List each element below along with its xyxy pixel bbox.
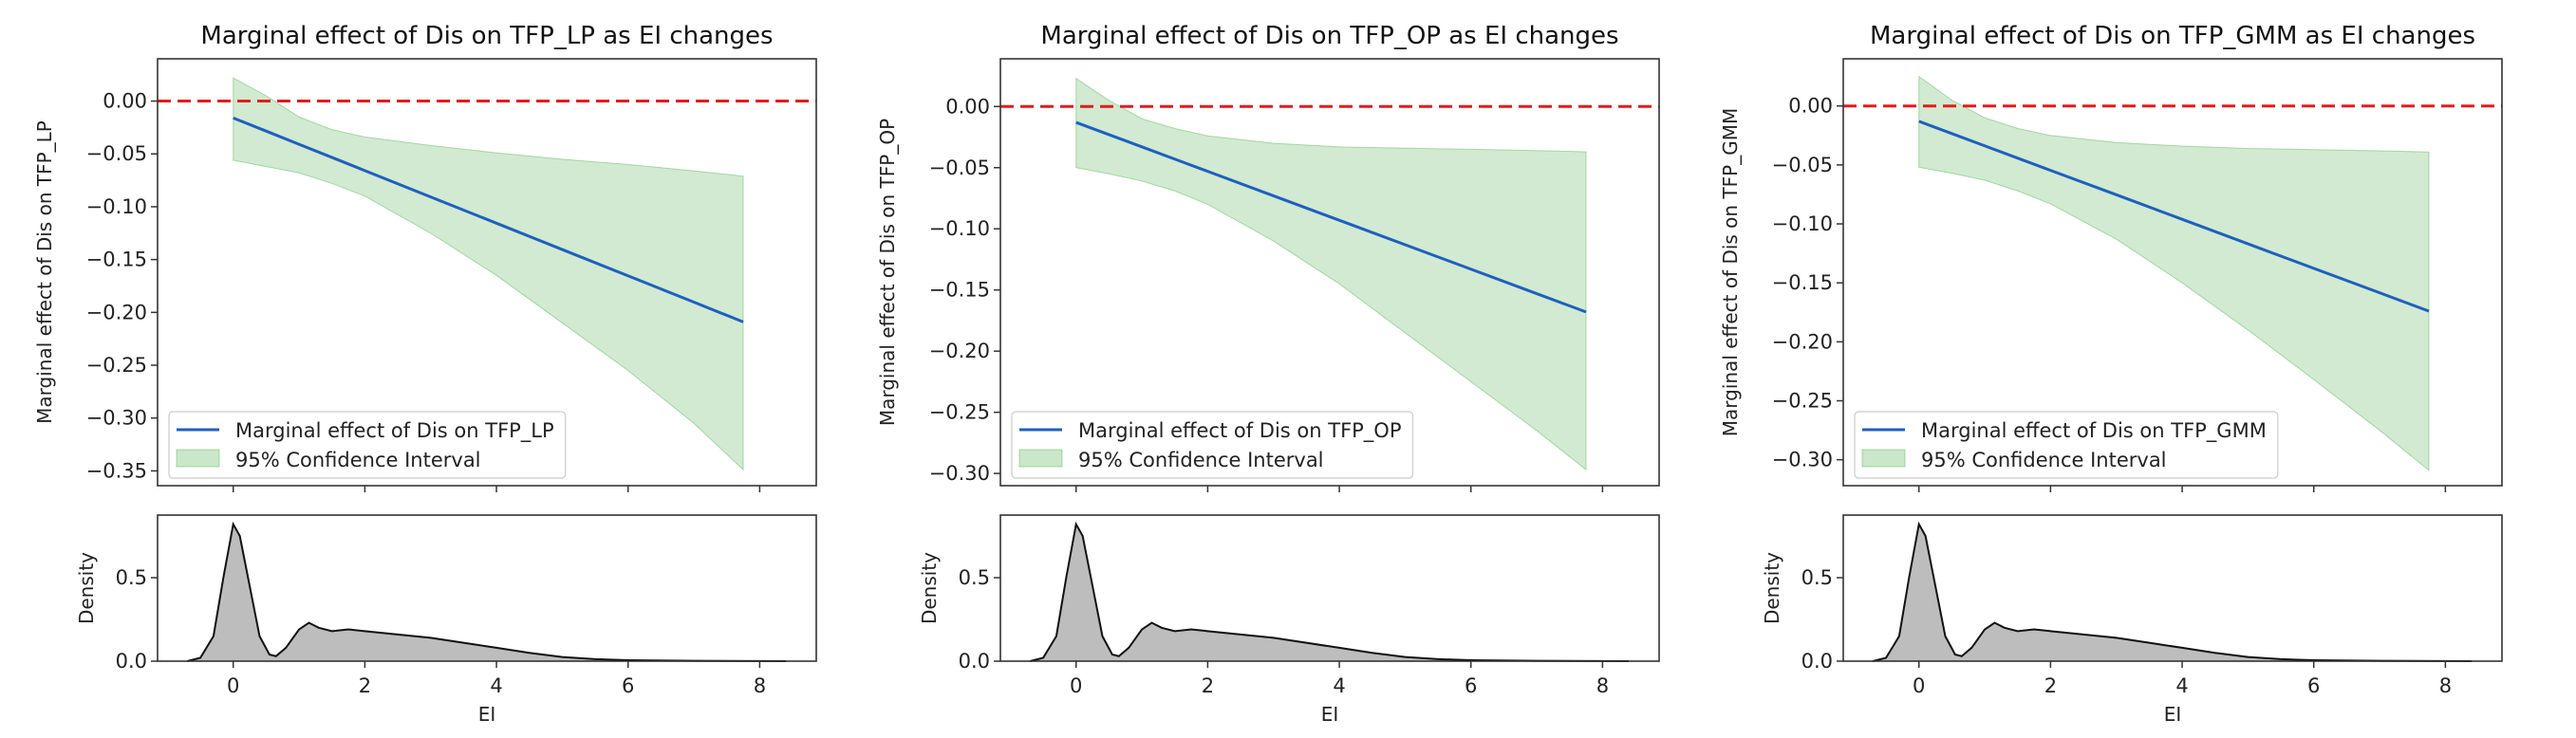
- y-tick-label: −0.20: [929, 340, 990, 362]
- y-tick-label: −0.10: [929, 217, 990, 240]
- x-tick-label: 2: [1202, 674, 1214, 697]
- top-axes-frame: [157, 58, 817, 487]
- density-area: [1030, 524, 1630, 661]
- density-y-tick-label: 0.5: [1801, 566, 1833, 589]
- density-curve: [1029, 521, 1630, 662]
- y-tick-label: −0.30: [929, 462, 990, 485]
- legend-label: Marginal effect of Dis on TFP_LP: [235, 419, 554, 443]
- legend-label: Marginal effect of Dis on TFP_GMM: [1921, 419, 2267, 443]
- panel-3: Marginal effect of Dis on TFP_GMM as EI …: [1719, 22, 2503, 726]
- density-axes-frame: [157, 514, 817, 662]
- y-tick-label: −0.25: [929, 401, 990, 424]
- y-tick-label: 0.00: [1788, 95, 1833, 118]
- x-tick-label: 2: [2044, 674, 2057, 697]
- chart-title: Marginal effect of Dis on TFP_GMM as EI …: [1870, 22, 2475, 50]
- legend: Marginal effect of Dis on TFP_LP 95% Conf…: [168, 411, 567, 479]
- x-tick-label: 8: [1596, 674, 1609, 697]
- y-tick-label: 0.00: [945, 95, 990, 118]
- x-tick-label: 2: [359, 674, 371, 697]
- x-tick-label: 8: [2439, 674, 2452, 697]
- y-tick-label: −0.30: [1772, 449, 1833, 471]
- chart-title: Marginal effect of Dis on TFP_LP as EI c…: [200, 22, 773, 50]
- legend: Marginal effect of Dis on TFP_GMM 95% Con…: [1854, 411, 2279, 479]
- y-tick-label: −0.05: [1772, 154, 1833, 176]
- legend-box: [168, 411, 567, 479]
- y-tick-label: −0.15: [1772, 271, 1833, 294]
- y-axis-label: Marginal effect of Dis on TFP_OP: [876, 119, 899, 426]
- y-axis-label: Marginal effect of Dis on TFP_LP: [33, 120, 56, 424]
- density-area: [1873, 524, 2473, 661]
- y-tick-label: −0.25: [86, 354, 147, 377]
- legend-label: 95% Confidence Interval: [1078, 449, 1324, 471]
- chart-title: Marginal effect of Dis on TFP_OP as EI c…: [1040, 22, 1618, 50]
- density-curve: [186, 521, 787, 662]
- x-tick-label: 8: [754, 674, 766, 697]
- density-y-tick-label: 0.0: [1801, 650, 1833, 673]
- panel-2: Marginal effect of Dis on TFP_OP as EI c…: [876, 22, 1660, 726]
- x-axis-label: EI: [478, 703, 496, 726]
- y-tick-label: −0.20: [1772, 330, 1833, 353]
- y-tick-label: −0.35: [86, 459, 147, 482]
- legend: Marginal effect of Dis on TFP_OP 95% Conf…: [1011, 411, 1414, 479]
- x-tick-label: 0: [1070, 674, 1082, 697]
- x-tick-label: 6: [2307, 674, 2320, 697]
- y-tick-label: −0.05: [86, 142, 147, 165]
- legend-band-swatch: [1861, 449, 1906, 468]
- marginal-effect-line: [233, 116, 744, 323]
- density-y-tick-label: 0.0: [959, 650, 990, 673]
- density-y-axis-label: Density: [75, 552, 98, 624]
- x-tick-label: 0: [227, 674, 239, 697]
- x-tick-label: 4: [1333, 674, 1345, 697]
- legend-box: [1854, 411, 2279, 479]
- y-tick-label: −0.05: [929, 157, 990, 179]
- x-tick-label: 6: [622, 674, 634, 697]
- legend-label: 95% Confidence Interval: [1921, 449, 2167, 471]
- x-tick-label: 4: [490, 674, 502, 697]
- y-tick-label: −0.25: [1772, 389, 1833, 412]
- legend-box: [1011, 411, 1414, 479]
- x-tick-label: 0: [1913, 674, 1925, 697]
- density-area: [187, 524, 787, 661]
- confidence-band: [233, 77, 744, 471]
- x-axis-label: EI: [2164, 703, 2182, 726]
- marginal-effect-line: [1918, 120, 2430, 313]
- density-axes-frame: [999, 514, 1660, 662]
- marginal-effect-line: [1075, 120, 1587, 314]
- x-tick-label: 4: [2175, 674, 2188, 697]
- density-axes-frame: [1842, 514, 2503, 662]
- top-axes-frame: [1842, 58, 2503, 487]
- y-tick-label: −0.20: [86, 301, 147, 323]
- top-axes-frame: [999, 58, 1660, 487]
- legend-label: 95% Confidence Interval: [235, 449, 481, 471]
- density-y-axis-label: Density: [1761, 552, 1783, 624]
- y-axis-label: Marginal effect of Dis on TFP_GMM: [1719, 108, 1742, 437]
- density-y-tick-label: 0.0: [116, 650, 147, 673]
- y-tick-label: −0.30: [86, 407, 147, 430]
- panel-1: Marginal effect of Dis on TFP_LP as EI c…: [33, 22, 817, 726]
- density-curve: [1872, 521, 2473, 662]
- y-tick-label: −0.15: [86, 249, 147, 271]
- density-y-tick-label: 0.5: [959, 566, 990, 589]
- confidence-band: [1918, 75, 2430, 471]
- y-tick-label: 0.00: [103, 90, 147, 113]
- x-tick-label: 6: [1465, 674, 1477, 697]
- x-axis-label: EI: [1321, 703, 1339, 726]
- legend-band-swatch: [176, 449, 220, 468]
- density-y-tick-label: 0.5: [116, 566, 147, 589]
- y-tick-label: −0.15: [929, 279, 990, 302]
- legend-band-swatch: [1018, 449, 1063, 468]
- y-tick-label: −0.10: [1772, 212, 1833, 235]
- confidence-band: [1075, 77, 1587, 471]
- y-tick-label: −0.10: [86, 195, 147, 218]
- density-y-axis-label: Density: [918, 552, 941, 624]
- legend-label: Marginal effect of Dis on TFP_OP: [1078, 419, 1402, 443]
